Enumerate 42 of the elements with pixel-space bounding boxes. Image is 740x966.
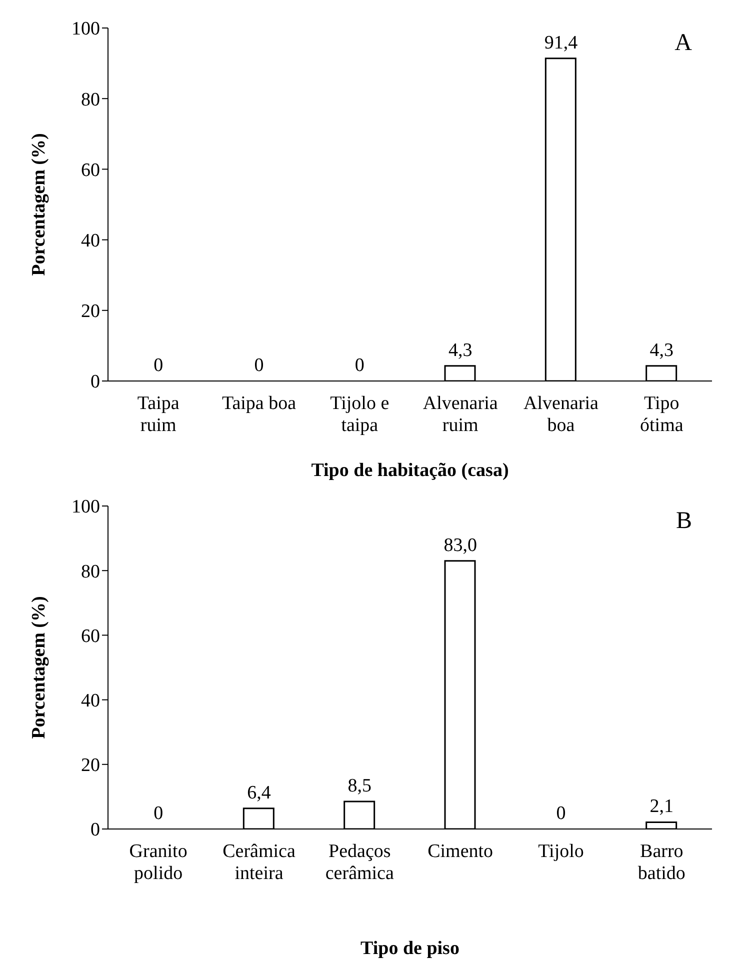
data-label: 0 xyxy=(154,355,164,376)
data-label: 83,0 xyxy=(444,534,477,556)
annotation: B xyxy=(676,508,692,535)
x-tick-label: Tijolo e taipa xyxy=(330,393,390,436)
data-label: 4,3 xyxy=(650,340,674,361)
data-label: 0 xyxy=(556,803,566,824)
data-label: 6,4 xyxy=(247,782,272,804)
data-label: 4,3 xyxy=(448,340,472,361)
x-tick-label: Cimento xyxy=(428,841,494,862)
y-tick-label: 100 xyxy=(72,496,100,518)
x-tick-label: Barro batido xyxy=(638,841,686,884)
data-label: 0 xyxy=(254,355,264,376)
y-tick-label: 100 xyxy=(72,18,100,40)
y-tick-label: 80 xyxy=(81,89,100,110)
y-tick-label: 20 xyxy=(81,301,100,322)
y-tick-label: 60 xyxy=(81,160,100,181)
x-axis-title: Tipo de piso xyxy=(360,938,460,959)
x-axis-title: Tipo de habitação (casa) xyxy=(311,460,509,481)
x-tick-label: Taipa boa xyxy=(222,393,297,414)
annotation: A xyxy=(674,30,692,57)
x-tick-label: Tijolo xyxy=(538,841,584,862)
y-axis-title: Porcentagem (%) xyxy=(28,596,50,739)
data-label: 0 xyxy=(154,803,164,824)
y-tick-label: 60 xyxy=(81,626,100,647)
x-tick-label: Taipa ruim xyxy=(137,393,180,436)
data-label: 0 xyxy=(354,355,364,376)
x-tick-label: Alvenaria ruim xyxy=(422,393,498,436)
y-tick-label: 0 xyxy=(90,820,100,841)
x-tick-label: Pedaços cerâmica xyxy=(325,841,395,884)
data-label: 8,5 xyxy=(348,776,372,797)
y-tick-label: 20 xyxy=(81,755,100,776)
x-tick-label: Cerâmica inteira xyxy=(222,841,296,884)
y-tick-label: 0 xyxy=(90,372,100,393)
x-tick-label: Tipo ótima xyxy=(640,393,684,436)
y-axis-title: Porcentagem (%) xyxy=(28,133,50,276)
x-tick-label: Alvenaria boa xyxy=(524,393,600,436)
data-label: 2,1 xyxy=(650,796,674,818)
y-tick-label: 80 xyxy=(81,561,100,582)
y-tick-label: 40 xyxy=(81,690,100,712)
y-tick-label: 40 xyxy=(81,230,100,252)
data-label: 91,4 xyxy=(544,32,578,54)
x-tick-label: Granito polido xyxy=(129,841,188,884)
